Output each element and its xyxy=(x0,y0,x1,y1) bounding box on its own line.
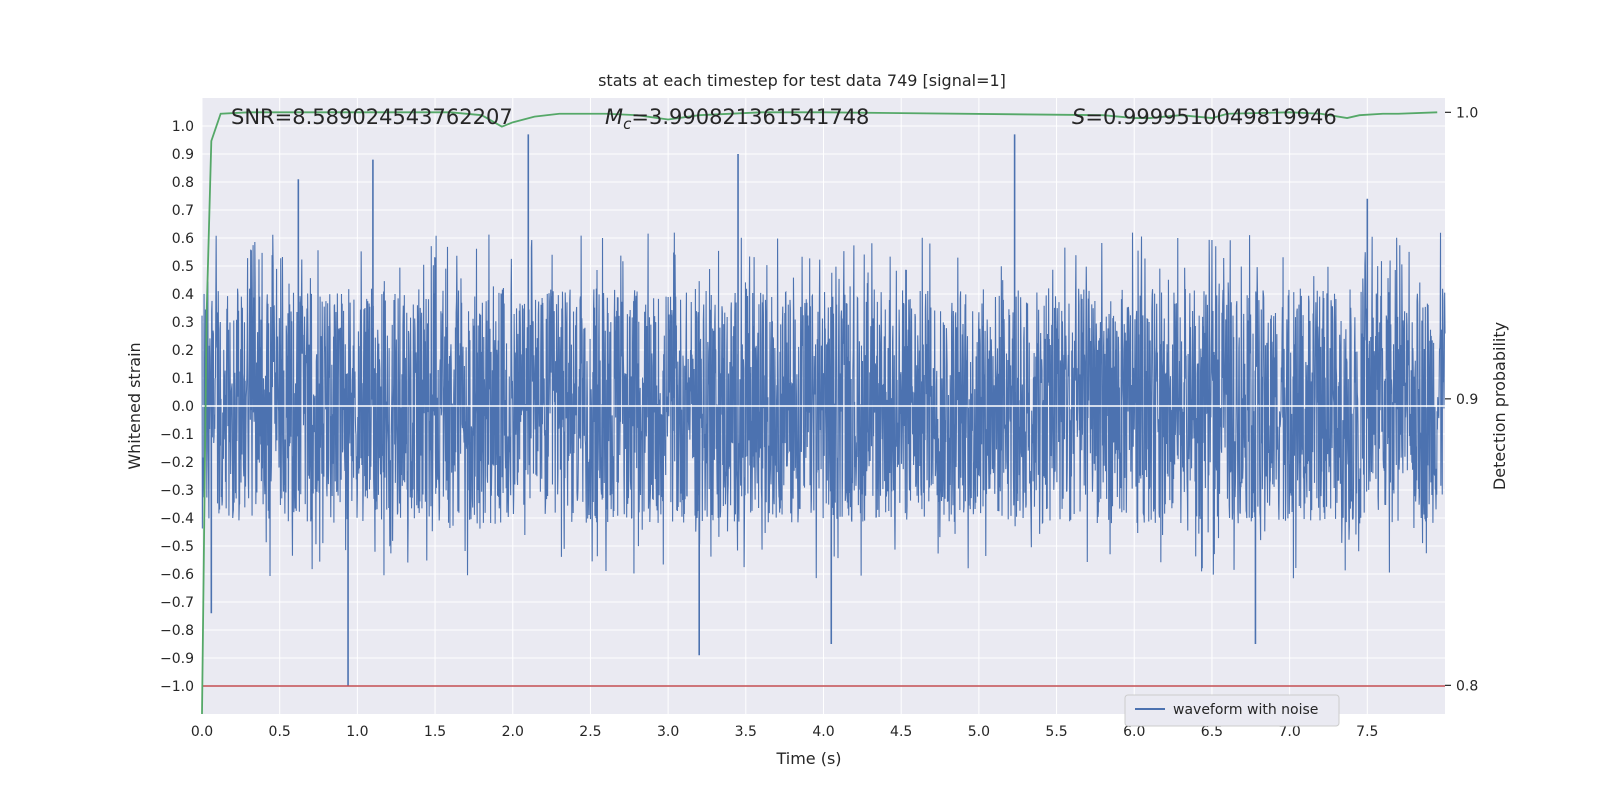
x-tick-label: 1.5 xyxy=(424,724,446,740)
y-tick-label: 0.7 xyxy=(172,203,194,219)
chart-title: stats at each timestep for test data 749… xyxy=(598,71,1006,90)
x-tick-label: 7.0 xyxy=(1278,724,1300,740)
y-tick-label: 0.9 xyxy=(172,147,194,163)
x-tick-label: 4.0 xyxy=(812,724,834,740)
x-tick-label: 6.0 xyxy=(1123,724,1145,740)
y-tick-label: −0.3 xyxy=(160,483,194,499)
waveform-trace xyxy=(201,232,1446,579)
chirp-mass-symbol: M xyxy=(605,105,623,129)
x-tick-label: 6.5 xyxy=(1201,724,1223,740)
y-tick-label: −0.7 xyxy=(160,595,194,611)
waveform-series xyxy=(201,134,1446,686)
y-tick-label: 0.2 xyxy=(172,343,194,359)
y2-axis-ticks: 1.0 0.9 0.8 xyxy=(1445,105,1478,694)
y-tick-label: −1.0 xyxy=(160,679,194,695)
overlay-lines xyxy=(201,111,1445,715)
y-tick-label: 0.1 xyxy=(172,371,194,387)
x-tick-label: 1.0 xyxy=(346,724,368,740)
legend-label-waveform: waveform with noise xyxy=(1173,702,1318,718)
y-tick-label: −0.6 xyxy=(160,567,194,583)
s-value: =0.9999510049819946 xyxy=(1085,105,1336,129)
detection-probability-line xyxy=(201,111,1438,715)
x-tick-label: 7.5 xyxy=(1356,724,1378,740)
x-axis-label: Time (s) xyxy=(775,749,841,768)
y2-tick-label: 0.9 xyxy=(1456,392,1478,408)
legend-box xyxy=(1124,694,1340,727)
legend: waveform with noise xyxy=(1124,694,1340,727)
y-tick-label: 1.0 xyxy=(172,119,194,135)
y-tick-label: −0.9 xyxy=(160,651,194,667)
chirp-mass-subscript: c xyxy=(623,115,632,133)
x-tick-label: 4.5 xyxy=(890,724,912,740)
y2-tick-label: 1.0 xyxy=(1456,105,1478,121)
y-tick-label: 0.8 xyxy=(172,175,194,191)
x-tick-label: 3.0 xyxy=(657,724,679,740)
x-tick-label: 3.5 xyxy=(735,724,757,740)
chirp-mass-value: =3.990821361541748 xyxy=(631,105,869,129)
x-tick-label: 2.5 xyxy=(579,724,601,740)
y-axis-label: Whitened strain xyxy=(125,342,144,469)
y2-axis-label: Detection probability xyxy=(1490,322,1509,490)
snr-s-annotation: S=0.9999510049819946 xyxy=(1072,105,1337,129)
x-axis-ticks: 0.0 0.5 1.0 1.5 2.0 2.5 3.0 3.5 4.0 4.5 5.0 5.5 6.0 6… xyxy=(191,724,1379,740)
snr-annotation: SNR=8.589024543762207 xyxy=(231,105,513,129)
y-tick-label: −0.4 xyxy=(160,511,194,527)
chirp-mass-annotation: Mc=3.990821361541748 xyxy=(605,105,869,133)
y-tick-label: 0.4 xyxy=(172,287,194,303)
y-tick-label: −0.1 xyxy=(160,427,194,443)
y2-tick-label: 0.8 xyxy=(1456,678,1478,694)
x-tick-label: 5.0 xyxy=(968,724,990,740)
y-tick-label: 0.6 xyxy=(172,231,194,247)
y-tick-label: 0.5 xyxy=(172,259,194,275)
x-tick-label: 0.0 xyxy=(191,724,213,740)
s-symbol: S xyxy=(1072,105,1085,129)
y-tick-label: 0.3 xyxy=(172,315,194,331)
y-tick-label: −0.5 xyxy=(160,539,194,555)
x-tick-label: 0.5 xyxy=(269,724,291,740)
y-tick-label: −0.8 xyxy=(160,623,194,639)
y-tick-label: 0.0 xyxy=(172,399,194,415)
y-tick-label: −0.2 xyxy=(160,455,194,471)
y-axis-ticks: 1.0 0.9 0.8 0.7 0.6 0.5 0.4 0.3 0.2 0.1 0.0 −0.1 −0.… xyxy=(160,119,194,695)
x-tick-label: 2.0 xyxy=(502,724,524,740)
x-tick-label: 5.5 xyxy=(1045,724,1067,740)
